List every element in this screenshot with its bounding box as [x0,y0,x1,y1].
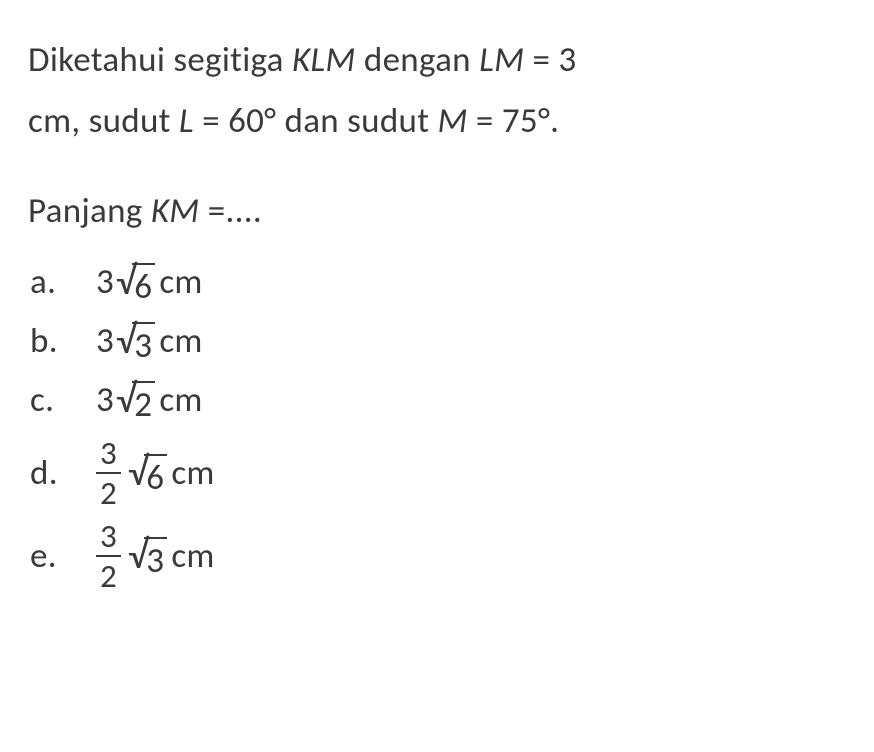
sqrt-icon: √ [116,379,136,419]
q-line2-var2: M [437,100,467,142]
sqrt-icon: √ [116,261,136,301]
option-a: a. 3 √ 6 cm [30,260,846,305]
option-e-fraction: 3 2 [96,520,121,593]
option-e: e. 3 2 √ 3 cm [30,520,846,593]
option-c-unit: cm [159,383,202,418]
option-a-label: a. [30,265,96,300]
option-c-value: 3 √ 2 cm [96,378,203,423]
option-b-label: b. [30,324,96,359]
option-d-label: d. [30,456,96,491]
ask-pre: Panjang [28,190,151,232]
ask-post: =.... [200,190,263,232]
question-ask: Panjang KM =.... [28,181,846,242]
option-c: c. 3 √ 2 cm [30,378,846,423]
option-a-coef: 3 [96,265,114,300]
option-b-value: 3 √ 3 cm [96,319,203,364]
option-d-unit: cm [171,456,214,491]
option-d-denominator: 2 [96,472,121,510]
option-e-unit: cm [171,539,214,574]
q-line2-pre: cm, sudut [28,100,179,142]
option-c-coef: 3 [96,383,114,418]
q-line1-var2: LM [479,39,524,81]
q-line1-pre: Diketahui segitiga [28,39,292,81]
option-e-denominator: 2 [96,555,121,593]
q-line2-post: = 75°. [468,100,560,142]
q-line2-mid1: = 60° dan sudut [194,100,438,142]
sqrt-icon: √ [116,320,136,360]
q-line1-var1: KLM [292,39,356,81]
option-d-value: 3 2 √ 6 cm [96,437,215,510]
option-c-label: c. [30,383,96,418]
option-e-label: e. [30,539,96,574]
option-d-fraction: 3 2 [96,437,121,510]
option-a-sqrt: √ 6 [116,260,155,305]
q-line2-var1: L [179,100,194,142]
sqrt-icon: √ [128,452,148,492]
q-line1-mid: dengan [356,39,479,81]
option-a-value: 3 √ 6 cm [96,260,203,305]
sqrt-icon: √ [128,535,148,575]
option-a-unit: cm [159,265,202,300]
question-text: Diketahui segitiga KLM dengan LM = 3 cm,… [28,30,846,153]
option-b-coef: 3 [96,324,114,359]
ask-var: KM [151,190,200,232]
option-d-sqrt: √ 6 [128,451,167,496]
option-d-numerator: 3 [96,437,121,472]
options-list: a. 3 √ 6 cm b. 3 √ 3 cm c. 3 √ 2 [28,260,846,593]
option-b: b. 3 √ 3 cm [30,319,846,364]
option-e-value: 3 2 √ 3 cm [96,520,215,593]
option-e-sqrt: √ 3 [128,534,167,579]
option-b-sqrt: √ 3 [116,319,155,364]
option-b-unit: cm [159,324,202,359]
q-line1-post: = 3 [524,39,576,81]
option-d: d. 3 2 √ 6 cm [30,437,846,510]
option-e-numerator: 3 [96,520,121,555]
option-c-sqrt: √ 2 [116,378,155,423]
